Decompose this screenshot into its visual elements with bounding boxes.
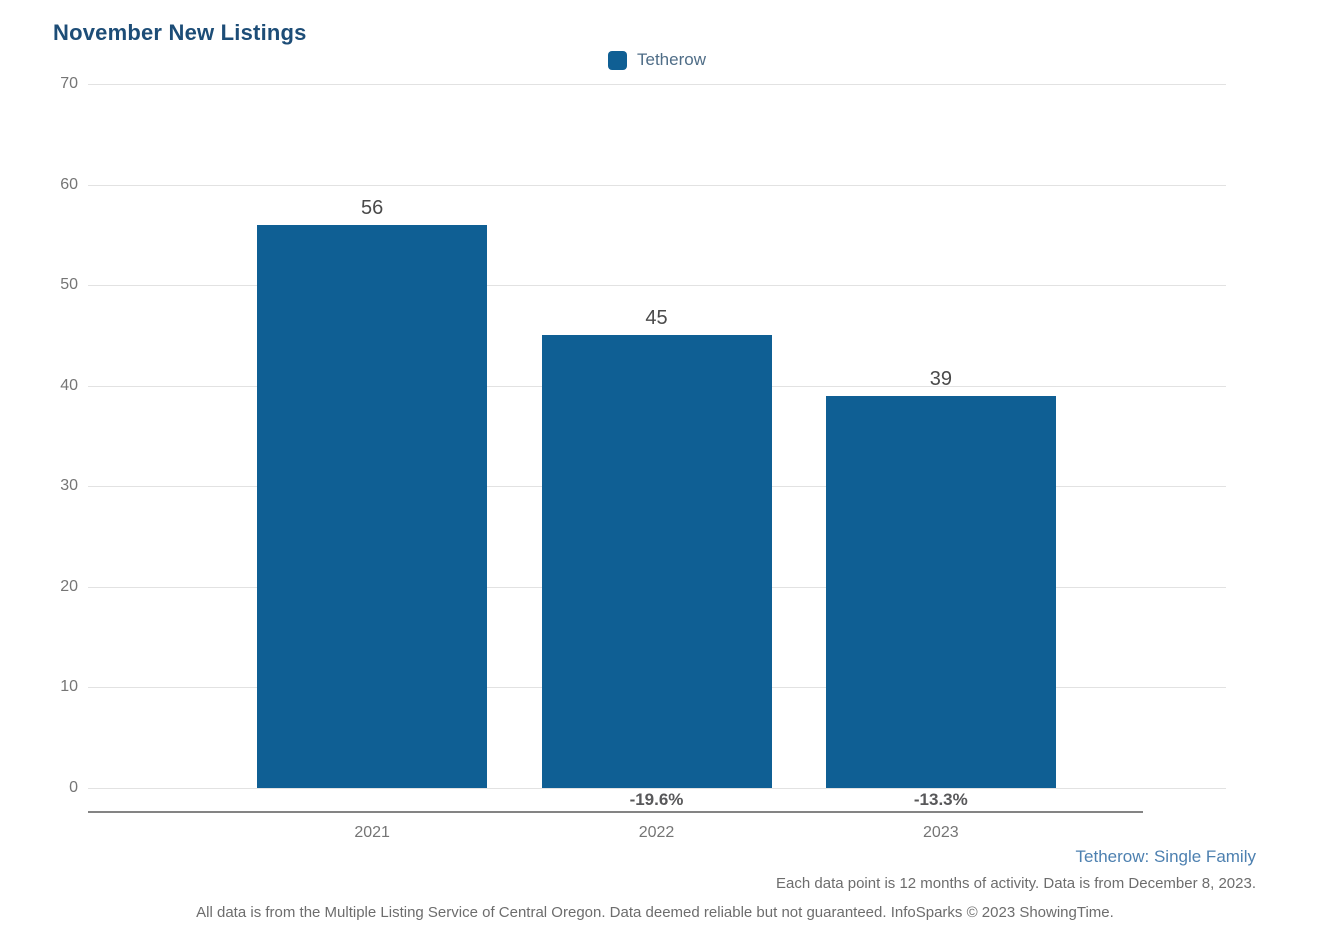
bar-2022[interactable] [541,335,772,788]
x-axis-line [88,811,1143,813]
bar-2023[interactable] [825,395,1056,788]
bar-value-label: 56 [361,196,384,219]
bar-2021[interactable] [257,224,488,788]
footnote-source-attribution: All data is from the Multiple Listing Se… [196,904,1114,921]
bar-value-label: 45 [645,307,668,330]
y-axis-tick-label: 70 [60,75,78,92]
y-axis-tick-label: 40 [60,376,78,394]
y-gridline [88,184,1226,186]
x-axis-tick-label: 2023 [923,824,959,841]
y-axis-tick-label: 60 [60,175,78,193]
bar-value-label: 39 [929,367,952,390]
footnote-data-note: Each data point is 12 months of activity… [776,875,1256,892]
pct-change-label: -19.6% [629,790,684,809]
chart-legend[interactable]: Tetherow [88,50,1226,70]
y-gridline [88,788,1226,789]
y-axis-tick-label: 50 [60,276,78,294]
y-axis-tick-label: 0 [69,779,78,796]
chart-title: November New Listings [53,20,307,45]
y-gridline [88,84,1226,85]
legend-swatch-icon [608,50,627,70]
y-gridline [88,285,1226,287]
y-axis-tick-label: 20 [60,577,78,595]
y-axis-tick-label: 10 [60,678,78,696]
pct-change-label: -13.3% [913,790,968,809]
footnote-series-detail: Tetherow: Single Family [1075,847,1256,866]
x-axis-tick-label: 2022 [638,824,675,841]
y-axis-tick-label: 30 [60,477,78,495]
legend-series-label: Tetherow [637,50,706,69]
x-axis-tick-label: 2021 [354,824,390,841]
